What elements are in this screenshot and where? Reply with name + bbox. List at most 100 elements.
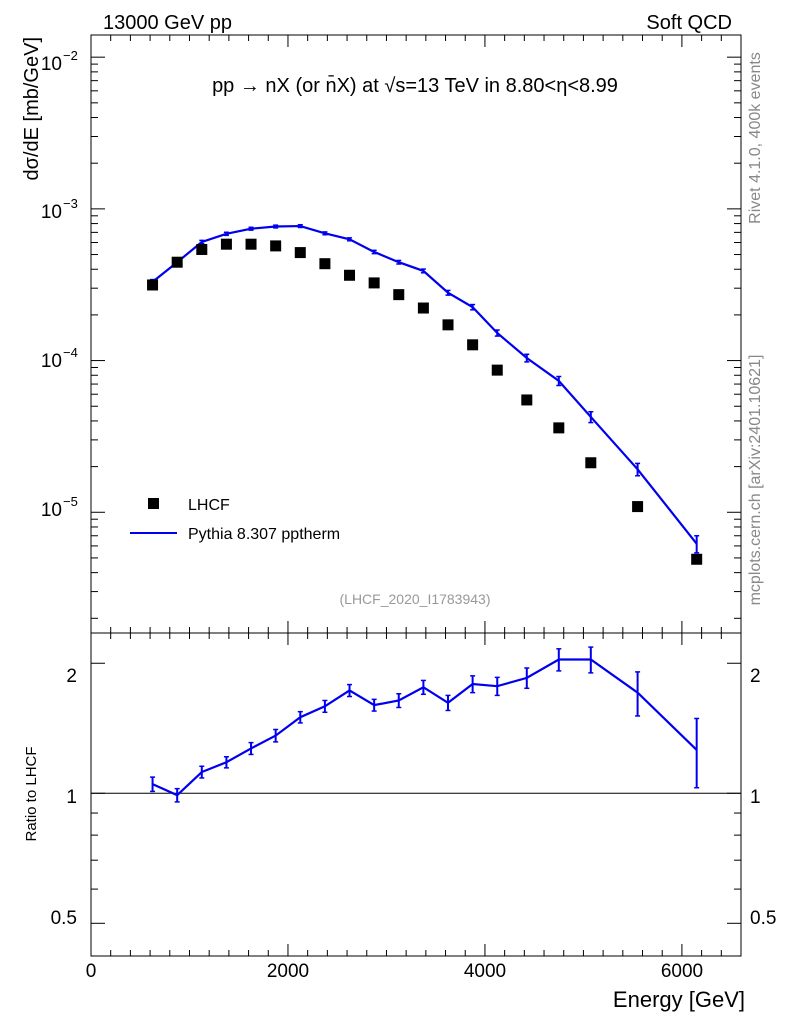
svg-text:10: 10 [41,351,62,372]
lhcf-data-point [467,339,479,351]
ratio-y-axis-label: Ratio to LHCF [23,746,40,841]
ratio-axis-ticks [90,633,742,956]
main-y-axis-label: dσ/dE [mb/GeV] [21,37,43,181]
mc-error-bar [420,268,426,274]
ratio-error-bar [494,676,500,697]
ratio-panel-frame [90,632,742,957]
ratio-error-bar [273,728,279,743]
lhcf-data-point [294,247,306,259]
ratio-error-bar [199,765,205,779]
ratio-y-tick-label: 2 [66,666,77,687]
mc-error-bar [556,375,562,387]
ratio-error-bar [470,675,476,694]
header-right-label: Soft QCD [646,12,732,34]
svg-text:−4: −4 [63,345,78,360]
ratio-error-bar [556,648,562,672]
main-series [147,223,703,565]
lhcf-data-point [393,289,405,301]
mc-error-bar [694,535,700,554]
svg-text:10: 10 [41,54,62,75]
mc-error-bar [297,223,303,229]
ratio-y-tick-label: 0.5 [51,908,77,929]
legend-data-marker [148,498,159,509]
ratio-error-bar [297,710,303,724]
lhcf-data-point [691,553,703,565]
lhcf-data-point [417,302,429,314]
ratio-y-tick-label-right: 1 [750,787,761,808]
lhcf-data-point [270,240,282,252]
lhcf-data-point [553,422,565,434]
mc-error-bar [371,249,377,255]
rivet-version-label: Rivet 4.1.0, 400k events [747,52,764,224]
x-tick-label: 2000 [267,961,309,982]
ratio-error-bar [248,741,254,756]
ratio-error-bar [524,667,530,690]
mc-error-bar [248,226,254,231]
lhcf-data-point [368,277,380,289]
mcplots-citation-label: mcplots.cern.ch [arXiv:2401.10621] [747,355,764,606]
x-tick-label: 4000 [464,961,506,982]
mc-error-bar [445,289,451,296]
lhcf-data-point [147,279,159,291]
lhcf-data-point [632,501,644,513]
mc-error-bar [223,231,229,237]
main-y-tick-label: 10 −3 [41,196,78,223]
lhcf-data-point [220,238,232,250]
ratio-series-line [152,658,698,797]
ratio-y-tick-label: 1 [66,787,77,808]
ratio-y-tick-label-right: 2 [750,666,761,687]
mc-error-bar [524,353,530,363]
mc-series-line [151,224,698,545]
lhcf-data-point [171,256,183,268]
plot-title: pp → nX (or n̄X) at √s=13 TeV in 8.80<η<… [212,74,618,97]
lhcf-data-point [585,457,597,469]
lhcf-data-point [245,238,257,250]
main-y-tick-label: 10 −5 [41,494,78,521]
legend-mc-label: Pythia 8.307 pptherm [188,526,340,543]
analysis-id-label: (LHCF_2020_I1783943) [340,591,491,607]
x-axis-label: Energy [GeV] [613,987,745,1012]
ratio-error-bar [588,646,594,674]
lhcf-data-point [196,243,208,255]
ratio-error-bar [150,776,156,793]
main-y-tick-label: 10 −4 [41,345,78,372]
ratio-error-bar [420,679,426,696]
lhcf-data-point [521,394,533,406]
x-tick-label: 0 [86,961,97,982]
svg-text:10: 10 [41,500,62,521]
ratio-error-bar [396,692,402,709]
mc-error-bar [470,303,476,311]
mc-error-bar [322,231,328,236]
ratio-error-bar [174,787,180,803]
ratio-error-bar [347,683,353,698]
ratio-series [150,646,700,803]
mc-error-bar [199,239,205,245]
ratio-error-bar [322,699,328,714]
ratio-error-bar [635,671,641,717]
main-axis-ticks [90,35,742,633]
mc-error-bar [494,329,500,337]
svg-text:−2: −2 [63,48,78,63]
ratio-error-bar [371,698,377,712]
mc-error-bar [588,410,594,424]
ratio-y-tick-label-right: 0.5 [750,908,776,929]
mc-error-bar [273,224,279,229]
main-y-tick-label: 10 −2 [41,48,78,75]
lhcf-data-point [442,319,454,331]
main-panel-frame [90,34,742,634]
ratio-error-bar [223,755,229,769]
svg-text:−5: −5 [63,494,78,509]
ratio-error-bar [694,717,700,789]
ratio-error-bar [445,694,451,712]
mc-error-bar [635,462,641,477]
legend-data-label: LHCF [188,497,230,514]
x-tick-label: 6000 [661,961,703,982]
lhcf-data-point [344,269,356,281]
lhcf-data-point [319,258,331,270]
mc-error-bar [396,259,402,265]
lhcf-data-point [491,364,503,376]
svg-text:−3: −3 [63,196,78,211]
svg-text:10: 10 [41,202,62,223]
header-left-label: 13000 GeV pp [103,12,232,34]
